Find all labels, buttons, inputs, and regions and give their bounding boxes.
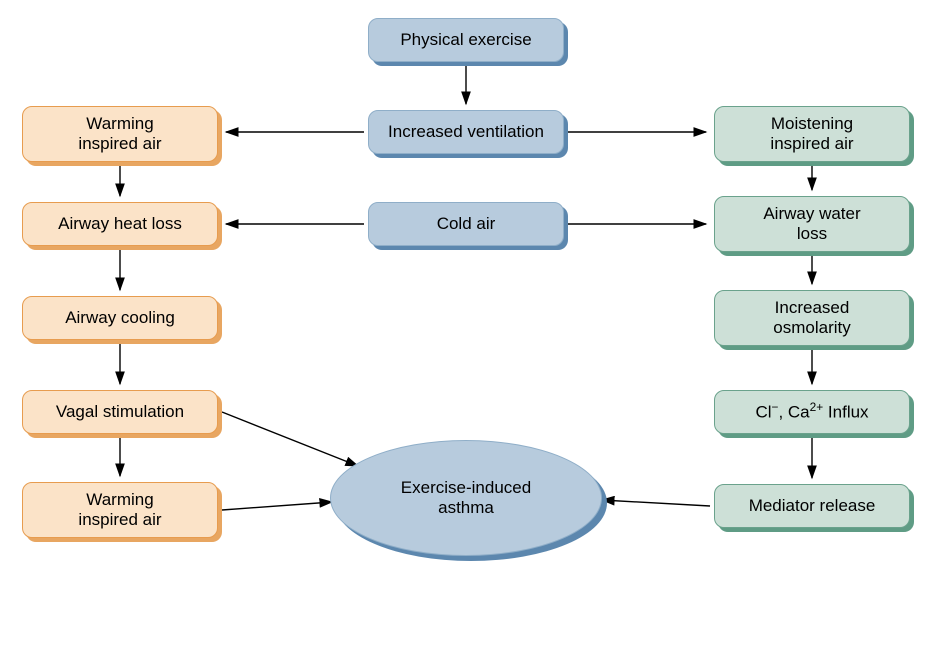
node-label: Cl−, Ca2+ Influx <box>755 400 868 423</box>
node-label: Increasedosmolarity <box>773 298 850 339</box>
node-cl-ca-influx: Cl−, Ca2+ Influx <box>714 390 910 434</box>
node-label: Vagal stimulation <box>56 402 184 422</box>
node-airway-heat-loss: Airway heat loss <box>22 202 218 246</box>
node-label: Mediator release <box>749 496 876 516</box>
node-airway-cooling: Airway cooling <box>22 296 218 340</box>
node-label: Airway cooling <box>65 308 175 328</box>
node-cold-air: Cold air <box>368 202 564 246</box>
node-increased-ventilation: Increased ventilation <box>368 110 564 154</box>
node-label: Exercise-inducedasthma <box>401 478 531 519</box>
node-warming-inspired-air-bottom: Warminginspired air <box>22 482 218 538</box>
node-vagal-stimulation: Vagal stimulation <box>22 390 218 434</box>
node-moistening-inspired-air: Moisteninginspired air <box>714 106 910 162</box>
node-increased-osmolarity: Increasedosmolarity <box>714 290 910 346</box>
node-label: Cold air <box>437 214 496 234</box>
node-label: Airway heat loss <box>58 214 182 234</box>
node-warming-inspired-air-top: Warminginspired air <box>22 106 218 162</box>
node-label: Physical exercise <box>400 30 531 50</box>
node-label: Warminginspired air <box>78 490 161 531</box>
node-airway-water-loss: Airway waterloss <box>714 196 910 252</box>
node-label: Increased ventilation <box>388 122 544 142</box>
node-label: Moisteninginspired air <box>770 114 853 155</box>
node-physical-exercise: Physical exercise <box>368 18 564 62</box>
node-mediator-release: Mediator release <box>714 484 910 528</box>
node-label: Airway waterloss <box>763 204 860 245</box>
node-exercise-induced-asthma: Exercise-inducedasthma <box>330 440 602 556</box>
node-label: Warminginspired air <box>78 114 161 155</box>
